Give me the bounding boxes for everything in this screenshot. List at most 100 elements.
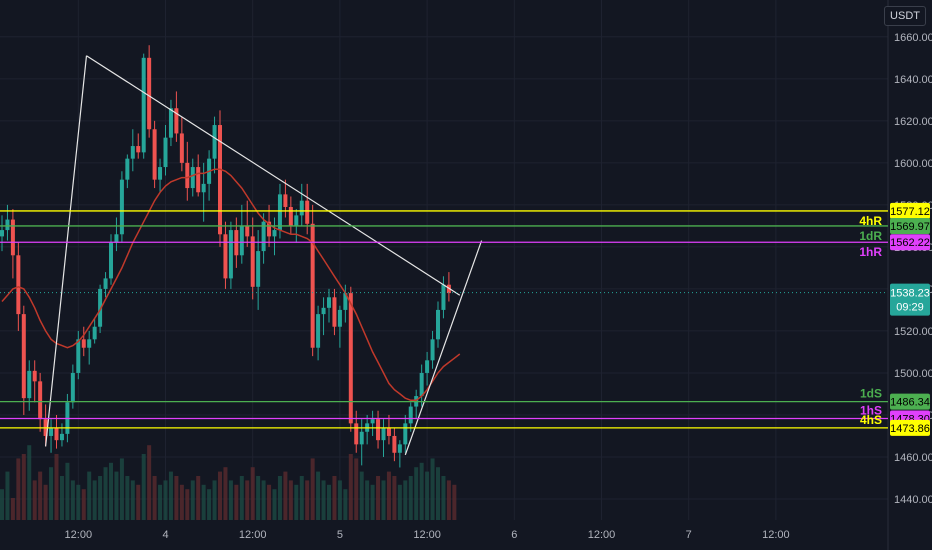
candle-body	[261, 221, 266, 252]
volume-bar	[163, 480, 168, 520]
volume-bar	[381, 480, 386, 520]
volume-bar	[174, 476, 179, 520]
candle-body	[174, 108, 179, 134]
trendline	[45, 55, 88, 447]
candle-body	[299, 200, 304, 216]
volume-bar	[376, 476, 381, 520]
level-name-1dS: 1dS	[860, 387, 882, 401]
candle-body	[147, 57, 152, 130]
volume-bar	[436, 467, 440, 520]
candle-body	[119, 179, 124, 235]
volume-bar	[10, 498, 15, 520]
volume-bar	[38, 471, 43, 520]
level-value-4hS: 1473.86	[890, 423, 930, 435]
candle-body	[294, 215, 299, 226]
volume-bar	[283, 471, 288, 520]
level-badge-1dS	[890, 393, 930, 410]
candle-body	[386, 427, 391, 436]
volume-bar	[441, 476, 446, 520]
y-tick-label: 1620.00	[894, 116, 932, 128]
level-value-1hR: 1562.22	[890, 237, 930, 249]
volume-bar	[392, 476, 397, 520]
volume-bar	[288, 480, 293, 520]
volume-bar	[430, 458, 435, 520]
countdown-timer: 09:29	[896, 302, 924, 314]
candle-body	[38, 381, 43, 420]
currency-button[interactable]: USDT	[884, 6, 926, 26]
candle-body	[141, 57, 146, 153]
candle-body	[152, 129, 157, 180]
volume-bar	[277, 476, 282, 520]
volume-bar	[207, 489, 212, 520]
candle-body	[5, 219, 10, 231]
volume-bar	[267, 484, 272, 520]
volume-bar	[228, 480, 233, 520]
candle-body	[305, 200, 310, 224]
volume-bar	[87, 471, 92, 520]
candle-body	[332, 297, 337, 327]
candle-body	[130, 146, 135, 159]
time-axis[interactable]: 12:00 4 12:00 5 12:00 6 12:00 7 12:00	[65, 529, 790, 541]
candle-body	[354, 423, 359, 445]
candle-body	[212, 125, 217, 159]
volume-bar	[76, 484, 81, 520]
level-badge-1dR	[890, 217, 930, 234]
volume-bar	[98, 476, 103, 520]
level-name-1dR: 1dR	[859, 229, 882, 243]
volume-bar	[59, 476, 64, 520]
level-badge-4hS	[890, 419, 930, 436]
candle-body	[288, 206, 293, 226]
candle-body	[267, 221, 272, 237]
volume-bar	[125, 476, 130, 520]
volume-bar	[201, 484, 206, 520]
candle-body	[190, 167, 195, 189]
volume-bar	[168, 471, 173, 520]
volume-bar	[343, 489, 348, 520]
candle-body	[283, 194, 288, 207]
candle-body	[327, 297, 331, 308]
volume-bar	[408, 476, 413, 520]
level-name-1hS: 1hS	[860, 404, 882, 418]
x-tick-label: 4	[162, 529, 168, 541]
y-tick-label: 1520.00	[894, 326, 932, 338]
candle-body	[359, 431, 364, 445]
candle-body	[163, 137, 168, 168]
candle-body	[430, 339, 435, 361]
volume-bar	[218, 471, 222, 520]
candle-body	[419, 372, 424, 397]
volume-bar	[130, 480, 135, 520]
candle-body	[277, 194, 282, 231]
volume-bar	[250, 467, 255, 520]
volume-bar	[256, 476, 261, 520]
candle-body	[316, 314, 321, 348]
volume-bar	[32, 480, 37, 520]
candle-body	[92, 326, 97, 340]
candle-body	[49, 427, 54, 436]
candle-body	[403, 423, 408, 445]
candle-body	[436, 309, 440, 340]
level-name-1hR: 1hR	[859, 245, 882, 259]
volume-bar	[446, 480, 451, 520]
level-name-4hR: 4hR	[859, 214, 882, 228]
candle-body	[16, 255, 21, 315]
x-tick-label: 12:00	[588, 529, 616, 541]
volume-bars	[0, 445, 457, 520]
candle-body	[179, 133, 184, 163]
volume-bar	[196, 476, 201, 520]
volume-bar	[141, 454, 146, 520]
candle-body	[196, 167, 201, 193]
volume-bar	[261, 480, 266, 520]
candle-body	[381, 427, 386, 441]
level-labels: 4hR 1577.12 1dR 1569.97 1hR 1562.22 1dS 1486.34…	[859, 202, 930, 436]
y-tick-label: 1640.00	[894, 74, 932, 86]
candle-body	[239, 225, 244, 256]
candle-body	[223, 234, 228, 279]
candle-body	[343, 293, 348, 310]
last-price-badge	[890, 283, 930, 316]
candle-body	[310, 223, 315, 348]
level-badge-1hR	[890, 234, 930, 251]
candle-body	[87, 339, 92, 348]
volume-bar	[119, 458, 124, 520]
volume-bar	[92, 480, 97, 520]
